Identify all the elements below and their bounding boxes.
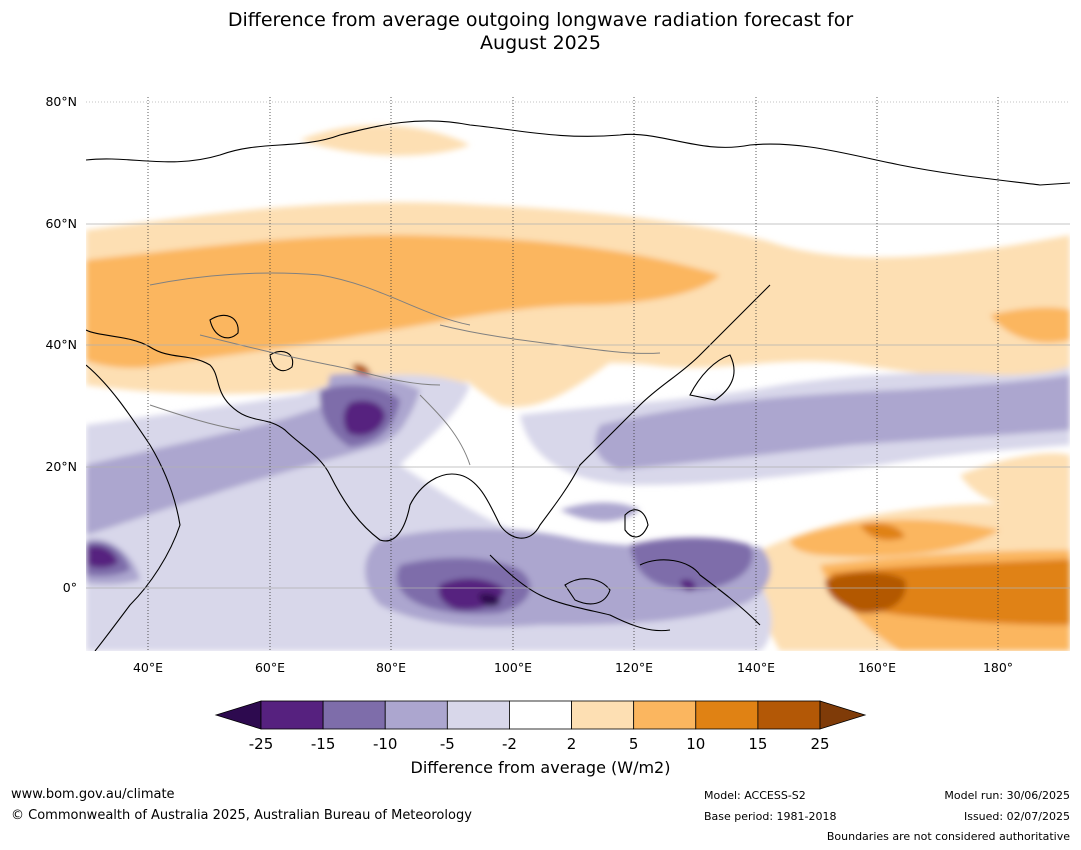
anomaly-region: [560, 502, 640, 522]
map-title-line1: Difference from average outgoing longwav…: [227, 9, 854, 31]
latitude-labels: 80°N 60°N 40°N 20°N 0°: [45, 94, 77, 595]
colorbar-tick-label: -2: [502, 735, 517, 753]
lat-label-60n: 60°N: [45, 216, 77, 231]
map-plot-area: [86, 97, 1070, 651]
anomaly-region: [88, 545, 118, 568]
website-link[interactable]: www.bom.gov.au/climate: [11, 787, 175, 802]
lat-label-80n: 80°N: [45, 94, 77, 109]
lat-label-equator: 0°: [63, 580, 77, 595]
anomaly-region: [825, 572, 906, 614]
colorbar-segment: [384, 700, 448, 730]
lon-label-40e: 40°E: [133, 660, 163, 675]
colorbar-extend-high: [819, 700, 867, 730]
lon-label-160e: 160°E: [858, 660, 896, 675]
model-run-text: Model run: 30/06/2025: [944, 789, 1070, 802]
colorbar-tick-label: 15: [748, 735, 767, 753]
anomaly-region: [478, 593, 500, 607]
colorbar-segments: [260, 700, 821, 730]
colorbar-segment: [633, 700, 697, 730]
olr-anomaly-map: 80°N 60°N 40°N 20°N 0° 40°E 60°E 80°E 10…: [45, 94, 1070, 675]
disclaimer-text: Boundaries are not considered authoritat…: [826, 830, 1070, 843]
map-title-line2: August 2025: [480, 32, 601, 54]
lon-label-180: 180°: [983, 660, 1013, 675]
colorbar-segment: [571, 700, 635, 730]
colorbar-segment: [322, 700, 386, 730]
colorbar-tick-label: -5: [440, 735, 455, 753]
colorbar-segment: [757, 700, 821, 730]
anomaly-region: [990, 307, 1070, 343]
colorbar-segment: [446, 700, 510, 730]
map-title: Difference from average outgoing longwav…: [0, 9, 1081, 55]
anomaly-region: [860, 523, 905, 541]
colorbar-ticks: -25 -15 -10 -5 -2 2 5 10 15 25: [249, 735, 830, 753]
colorbar-tick-label: 5: [629, 735, 639, 753]
lat-label-20n: 20°N: [45, 459, 77, 474]
colorbar-tick-label: -25: [249, 735, 274, 753]
model-text: Model: ACCESS-S2: [704, 789, 806, 802]
lon-label-140e: 140°E: [737, 660, 775, 675]
lon-label-100e: 100°E: [494, 660, 532, 675]
colorbar-tick-label: 10: [686, 735, 705, 753]
anomaly-region: [440, 325, 620, 407]
colorbar-tick-label: 2: [567, 735, 577, 753]
colorbar-segment: [260, 700, 324, 730]
colorbar-extend-low: [214, 700, 262, 730]
anomaly-region: [343, 400, 385, 436]
colorbar-tick-label: -10: [373, 735, 398, 753]
anomaly-region: [630, 537, 753, 591]
colorbar-tick-label: -15: [311, 735, 336, 753]
lat-label-40n: 40°N: [45, 337, 77, 352]
base-period-text: Base period: 1981-2018: [704, 810, 837, 823]
copyright-text: © Commonwealth of Australia 2025, Austra…: [11, 808, 472, 823]
colorbar-tick-label: 25: [810, 735, 829, 753]
anomaly-region: [86, 389, 409, 535]
anomaly-region: [300, 125, 470, 156]
lon-label-60e: 60°E: [255, 660, 285, 675]
graticule: [86, 97, 1070, 651]
issued-text: Issued: 02/07/2025: [963, 810, 1070, 823]
anomaly-region: [595, 375, 1070, 470]
lon-label-120e: 120°E: [615, 660, 653, 675]
colorbar: -25 -15 -10 -5 -2 2 5 10 15 25: [214, 700, 867, 753]
coastlines: [86, 120, 1070, 651]
anomaly-region: [352, 363, 371, 377]
colorbar-segment: [695, 700, 759, 730]
longitude-labels: 40°E 60°E 80°E 100°E 120°E 140°E 160°E 1…: [133, 660, 1013, 675]
colorbar-label: Difference from average (W/m2): [410, 758, 671, 777]
lon-label-80e: 80°E: [376, 660, 406, 675]
colorbar-segment: [509, 700, 572, 730]
